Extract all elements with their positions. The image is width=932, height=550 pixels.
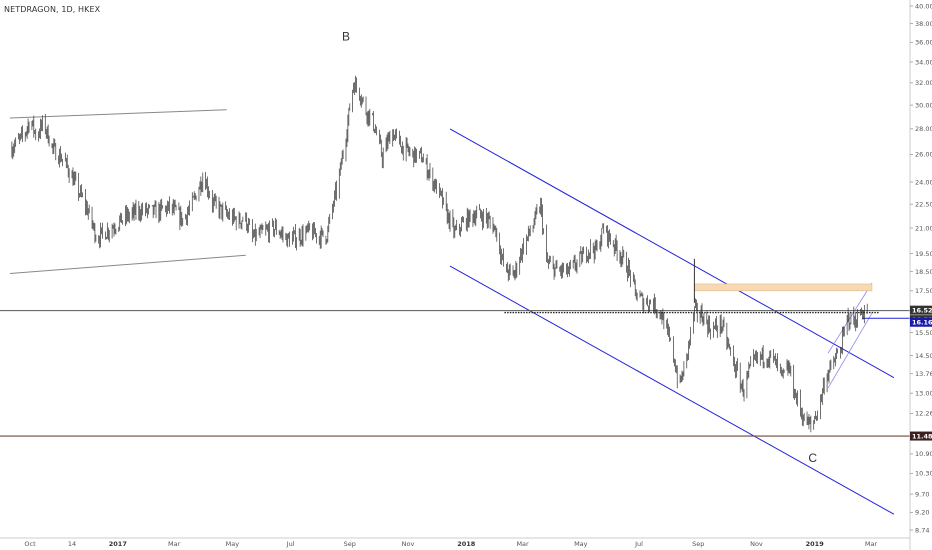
price-tag-label: 16.16 xyxy=(912,319,932,327)
trendline-bottom xyxy=(9,254,246,275)
wave-label-layer: BC xyxy=(342,29,817,465)
y-tick-label: 24.00 xyxy=(915,178,932,186)
wedge-lower-line xyxy=(827,312,873,389)
x-tick-label: 14 xyxy=(68,540,76,548)
y-tick-label: 9.20 xyxy=(915,509,929,517)
y-tick-label: 8.74 xyxy=(915,526,929,534)
y-tick-label: 32.00 xyxy=(915,79,932,87)
x-tick-label: 2017 xyxy=(109,540,127,548)
y-tick-label: 18.50 xyxy=(915,268,932,276)
y-tick-label: 13.76 xyxy=(915,370,932,378)
x-tick-label: 2019 xyxy=(806,540,825,548)
y-tick-label: 10.30 xyxy=(915,470,932,478)
price-tag-label: 16.52 xyxy=(912,306,932,314)
y-tick-label: 19.50 xyxy=(915,250,932,258)
y-tick-label: 34.00 xyxy=(915,58,932,66)
y-tick-label: 40.00 xyxy=(915,2,932,10)
y-tick-label: 17.50 xyxy=(915,287,932,295)
y-tick-label: 10.90 xyxy=(915,450,932,458)
y-tick-label: 13.00 xyxy=(915,390,932,398)
y-tick-label: 38.00 xyxy=(915,20,932,28)
price-tag-16.16 xyxy=(910,317,932,327)
price-axis[interactable]: 40.00 38.00 36.00 34.00 32.00 30.00 28.00 26.00… xyxy=(909,0,932,550)
wave-label-c: C xyxy=(808,451,817,465)
x-tick-label: Mar xyxy=(168,540,181,548)
drawing-layer xyxy=(0,109,910,515)
channel-upper-line xyxy=(449,128,895,379)
y-tick-label: 30.00 xyxy=(915,101,932,109)
y-tick-label: 9.70 xyxy=(915,490,929,498)
wedge-upper-line xyxy=(827,282,873,354)
x-tick-label: 2018 xyxy=(457,540,476,548)
y-tick-label: 15.50 xyxy=(915,329,932,337)
y-tick-label: 12.26 xyxy=(915,410,932,418)
x-tick-label: Oct xyxy=(24,540,36,548)
channel-lower-line xyxy=(449,265,895,515)
candle-series xyxy=(11,75,868,433)
x-tick-label: May xyxy=(226,540,240,548)
x-tick-label: Nov xyxy=(402,540,415,548)
y-tick-label: 28.00 xyxy=(915,125,932,133)
y-tick-label: 21.00 xyxy=(915,224,932,232)
trendline-top xyxy=(9,109,227,119)
resistance-zone xyxy=(694,283,873,292)
x-tick-label: Sep xyxy=(344,540,356,548)
y-tick-label: 22.50 xyxy=(915,201,932,209)
x-tick-label: Jul xyxy=(634,540,643,548)
y-tick-label: 14.50 xyxy=(915,352,932,360)
x-tick-label: May xyxy=(574,540,588,548)
time-axis[interactable]: Oct 14 2017 Mar May Jul Sep Nov 2018 Mar May Jul Sep… xyxy=(0,537,910,548)
price-tag-11.48 xyxy=(910,431,932,441)
y-tick-label: 26.00 xyxy=(915,151,932,159)
symbol-title: NETDRAGON, 1D, HKEX xyxy=(4,5,101,14)
price-tag-label: 11.48 xyxy=(912,432,932,440)
wave-label-b: B xyxy=(342,29,350,43)
y-tick-label: 36.00 xyxy=(915,39,932,47)
x-tick-label: Nov xyxy=(750,540,763,548)
x-tick-label: Mar xyxy=(865,540,878,548)
x-tick-label: Jul xyxy=(286,540,295,548)
x-tick-label: Mar xyxy=(516,540,529,548)
price-tag-16.52 xyxy=(910,305,932,315)
x-tick-label: Sep xyxy=(692,540,704,548)
